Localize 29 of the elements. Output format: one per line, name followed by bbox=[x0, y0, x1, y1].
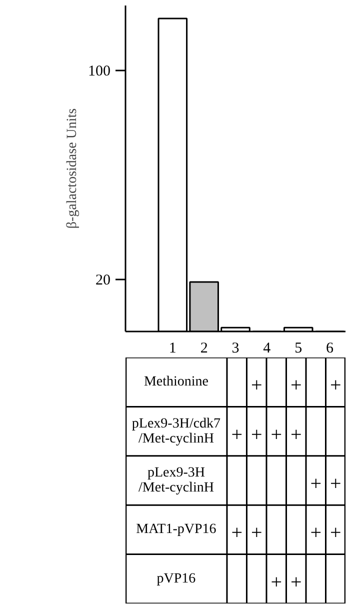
x-tick-label: 3 bbox=[232, 340, 240, 356]
y-tick-label: 20 bbox=[96, 272, 110, 288]
text: + bbox=[310, 522, 322, 544]
text: + bbox=[330, 522, 342, 544]
text: + bbox=[250, 374, 262, 397]
x-tick-label: 6 bbox=[326, 340, 334, 356]
category-label: MAT1-pVP16 bbox=[136, 522, 216, 538]
text: + bbox=[270, 571, 282, 594]
text: + bbox=[231, 522, 242, 544]
category-label: Methionine bbox=[144, 374, 209, 390]
category-label: pLex9-3H /Met-cyclinH bbox=[138, 466, 214, 496]
text: + bbox=[270, 424, 282, 446]
text: + bbox=[250, 424, 262, 446]
text: + bbox=[290, 374, 302, 397]
x-tick-label: 2 bbox=[200, 340, 208, 356]
y-axis-title: β-galactosidase Units bbox=[65, 108, 80, 229]
category-label: pVP16 bbox=[156, 571, 196, 586]
text: + bbox=[330, 472, 342, 495]
text: + bbox=[231, 424, 242, 446]
text: + bbox=[310, 472, 322, 495]
text: + bbox=[290, 424, 302, 446]
x-tick-label: 4 bbox=[263, 340, 272, 356]
text: + bbox=[290, 571, 302, 594]
x-tick-label: 1 bbox=[168, 340, 176, 356]
text: + bbox=[330, 374, 342, 397]
y-tick-label: 100 bbox=[88, 64, 110, 80]
category-label: pLex9-3H/cdk7 /Met-cyclinH bbox=[132, 416, 221, 446]
x-tick-label: 5 bbox=[294, 340, 302, 356]
text: + bbox=[250, 522, 262, 544]
